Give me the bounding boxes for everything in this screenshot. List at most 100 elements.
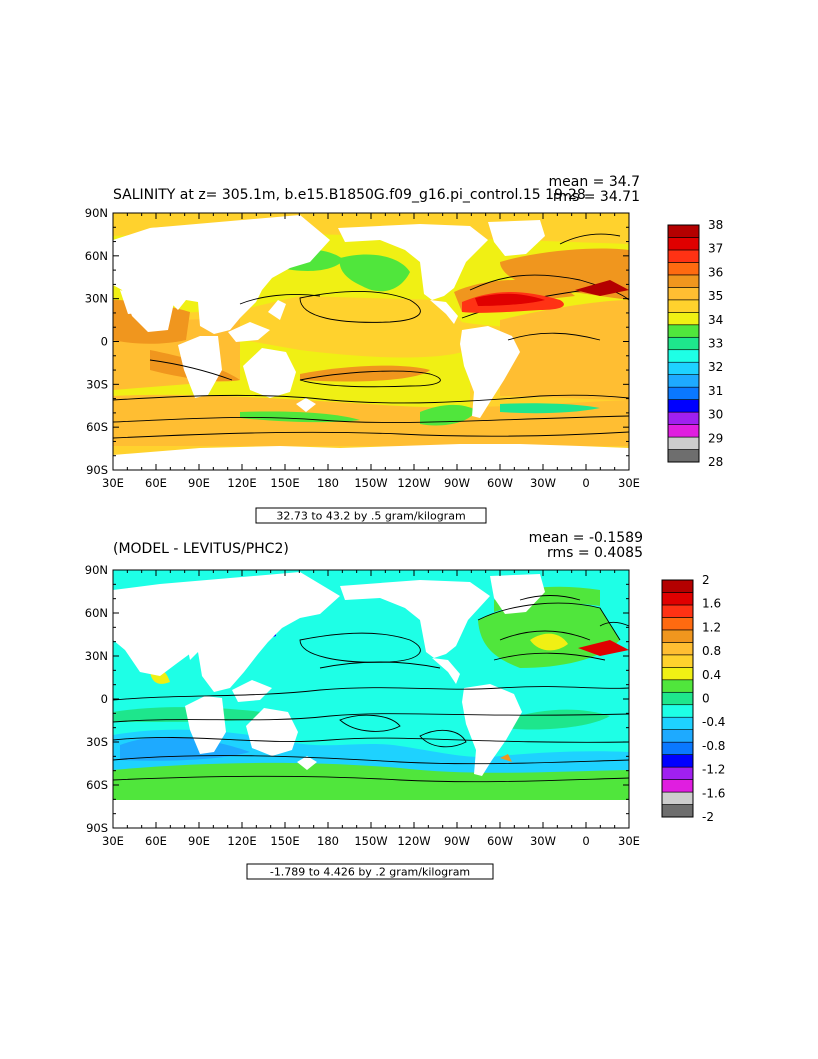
difference-colorbar-box bbox=[661, 617, 694, 631]
difference-lat-label: 30N bbox=[85, 649, 108, 663]
difference-lon-label: 60W bbox=[487, 834, 513, 848]
difference-lon-axis: 30E 60E 90E 120E 150E 180 150W 120W 90W 60W 30W 0 30… bbox=[102, 570, 640, 848]
difference-colorbar-label: -1.6 bbox=[702, 786, 725, 800]
salinity-lon-label: 30E bbox=[102, 476, 124, 490]
difference-colorbar-box bbox=[661, 741, 694, 755]
difference-lat-label: 30S bbox=[86, 735, 108, 749]
difference-colorbar-label: 0 bbox=[702, 692, 710, 706]
salinity-colorbar-box bbox=[667, 374, 700, 388]
salinity-colorbar-box bbox=[667, 299, 700, 313]
salinity-colorbar-box bbox=[667, 411, 700, 425]
difference-colorbar-label: 2 bbox=[702, 573, 710, 587]
salinity-colorbar-box bbox=[667, 424, 700, 438]
salinity-colorbar-frame bbox=[667, 224, 700, 463]
salinity-lon-label: 150E bbox=[270, 476, 299, 490]
salinity-colorbar-box bbox=[667, 349, 700, 363]
difference-lon-label: 0 bbox=[582, 834, 589, 848]
difference-colorbar-label: -0.4 bbox=[702, 715, 725, 729]
difference-colorbar-box bbox=[661, 667, 694, 681]
salinity-colorbar-box bbox=[667, 399, 700, 413]
difference-lon-label: 120E bbox=[227, 834, 256, 848]
difference-colorbar-label: -1.2 bbox=[702, 763, 725, 777]
difference-lon-label: 90W bbox=[444, 834, 470, 848]
difference-lon-label: 120W bbox=[397, 834, 430, 848]
salinity-lon-label: 90W bbox=[444, 476, 470, 490]
difference-lat-label: 90N bbox=[85, 563, 108, 577]
salinity-colorbar-box bbox=[667, 436, 700, 450]
salinity-mean: mean = 34.7 bbox=[548, 174, 640, 190]
salinity-colorbar-label: 38 bbox=[708, 218, 723, 232]
difference-range-label: -1.789 to 4.426 by .2 gram/kilogram bbox=[270, 866, 470, 879]
difference-colorbar-label: 0.4 bbox=[702, 668, 721, 682]
difference-colorbar-box bbox=[661, 604, 694, 618]
land-masses bbox=[113, 215, 629, 470]
salinity-lat-label: 60N bbox=[85, 249, 108, 263]
salinity-colorbar-label: 35 bbox=[708, 289, 723, 303]
difference-colorbar-label: -2 bbox=[702, 810, 714, 824]
salinity-lon-label: 30W bbox=[530, 476, 556, 490]
salinity-contours bbox=[113, 233, 629, 439]
salinity-colorbar-box bbox=[667, 336, 700, 351]
difference-colorbar-box bbox=[661, 729, 694, 743]
salinity-colorbar-label: 30 bbox=[708, 408, 723, 422]
difference-lon-label: 30E bbox=[102, 834, 124, 848]
difference-lat-label: 60S bbox=[86, 778, 108, 792]
salinity-colorbar-label: 31 bbox=[708, 384, 723, 398]
difference-rms: rms = 0.4085 bbox=[547, 545, 643, 561]
difference-lon-label: 150E bbox=[270, 834, 299, 848]
salinity-band bbox=[500, 403, 600, 414]
difference-lon-label: 30W bbox=[530, 834, 556, 848]
difference-lon-label: 30E bbox=[618, 834, 640, 848]
salinity-map bbox=[113, 213, 629, 470]
difference-colorbar-box bbox=[661, 579, 694, 593]
salinity-lon-label: 90E bbox=[188, 476, 210, 490]
salinity-band bbox=[500, 300, 629, 400]
difference-lat-label: 60N bbox=[85, 606, 108, 620]
salinity-colorbar-box bbox=[667, 361, 700, 375]
salinity-colorbar-box bbox=[667, 324, 700, 338]
difference-mean: mean = -0.1589 bbox=[529, 530, 643, 546]
difference-colorbar-box bbox=[661, 766, 694, 780]
salinity-rms: rms = 34.71 bbox=[553, 189, 640, 205]
difference-colorbar-label: 1.2 bbox=[702, 620, 721, 634]
difference-colorbar-box bbox=[661, 791, 694, 805]
salinity-colorbar-box bbox=[667, 386, 700, 400]
difference-colorbar-box bbox=[661, 804, 694, 818]
salinity-lon-label: 120E bbox=[227, 476, 256, 490]
salinity-lon-axis: 30E 60E 90E 120E 150E 180 150W 120W 90W 60W 30W 0 30… bbox=[102, 213, 640, 490]
difference-contours bbox=[113, 595, 629, 783]
salinity-band bbox=[240, 411, 360, 423]
salinity-colorbar-label: 37 bbox=[708, 242, 723, 256]
difference-colorbar-box bbox=[661, 629, 694, 643]
difference-colorbar: 2 1.6 1.2 0.8 0.4 0 -0.4 -0.8 -1.2 -1.6 -2 bbox=[661, 573, 725, 824]
salinity-lat-label: 0 bbox=[101, 335, 108, 349]
difference-colorbar-label: 1.6 bbox=[702, 597, 721, 611]
salinity-lat-axis: 90N 60N 30N 0 30S 60S 90S bbox=[85, 206, 629, 477]
salinity-colorbar-box bbox=[667, 274, 700, 288]
difference-colorbar-box bbox=[661, 704, 694, 718]
difference-lon-label: 150W bbox=[354, 834, 387, 848]
salinity-lon-label: 30E bbox=[618, 476, 640, 490]
difference-lon-label: 90E bbox=[188, 834, 210, 848]
difference-lat-axis: 90N 60N 30N 0 30S 60S 90S bbox=[85, 563, 629, 835]
salinity-colorbar-label: 34 bbox=[708, 313, 723, 327]
salinity-range-label: 32.73 to 43.2 by .5 gram/kilogram bbox=[276, 510, 465, 523]
salinity-colorbar-box bbox=[667, 449, 700, 463]
salinity-high-patch bbox=[462, 280, 629, 313]
salinity-lat-label: 90N bbox=[85, 206, 108, 220]
salinity-colorbar: 38 37 36 35 34 33 32 31 30 29 28 bbox=[667, 218, 723, 469]
difference-colorbar-box bbox=[661, 779, 694, 793]
difference-colorbar-box bbox=[661, 654, 694, 668]
salinity-lon-label: 60E bbox=[145, 476, 167, 490]
difference-lon-label: 180 bbox=[317, 834, 339, 848]
difference-colorbar-box bbox=[661, 592, 694, 606]
salinity-colorbar-box bbox=[667, 249, 700, 263]
difference-colorbar-box bbox=[661, 754, 694, 768]
salinity-lat-label: 30N bbox=[85, 292, 108, 306]
difference-range-box: -1.789 to 4.426 by .2 gram/kilogram bbox=[246, 863, 494, 880]
salinity-colorbar-label: 33 bbox=[708, 337, 723, 351]
salinity-colorbar-label: 28 bbox=[708, 455, 723, 469]
salinity-lon-label: 60W bbox=[487, 476, 513, 490]
salinity-lat-label: 90S bbox=[86, 463, 108, 477]
